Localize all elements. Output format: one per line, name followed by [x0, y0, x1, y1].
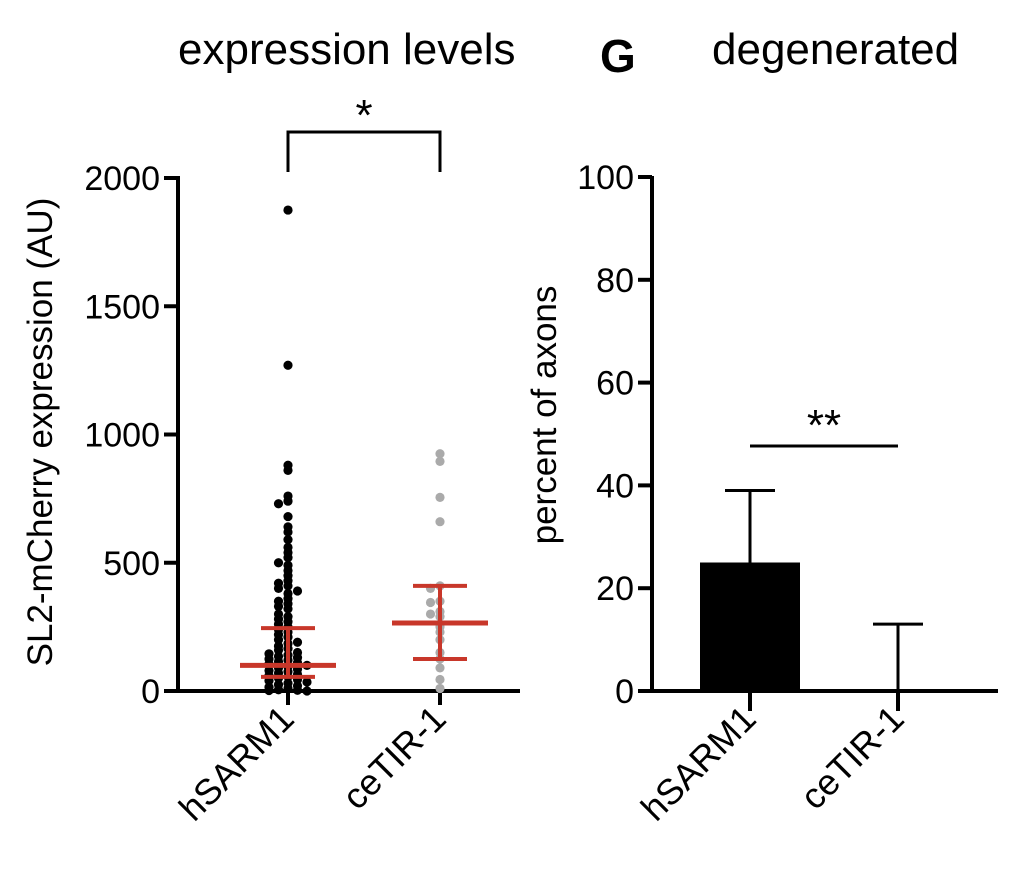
- chart2-y-tick-label: 60: [596, 365, 634, 403]
- chart2-category-label: ceTIR-1: [792, 698, 912, 818]
- chart1-data-point: [435, 456, 445, 467]
- degenerated-chart: percent of axons 0 20 40 60 80 100 hSARM1 ceTI…: [525, 159, 998, 829]
- chart1-data-point: [292, 685, 303, 695]
- chart1-data-point: [425, 597, 436, 608]
- chart2-y-axis-label: percent of axons: [525, 286, 564, 545]
- chart1-data-point: [273, 685, 284, 695]
- chart1-data-point: [435, 663, 445, 673]
- chart1-y-tick-label: 2000: [84, 160, 160, 198]
- chart1-data-point: [292, 637, 303, 647]
- chart1-data-point: [283, 360, 293, 370]
- chart1-title: expression levels: [178, 25, 516, 74]
- chart1-data-point: [292, 586, 303, 596]
- chart1-data-point: [283, 553, 293, 563]
- chart1-y-tick-label: 0: [141, 673, 160, 711]
- chart2-title: degenerated: [712, 25, 959, 74]
- chart1-category-label: hSARM1: [171, 698, 302, 829]
- chart1-data-point: [283, 465, 293, 476]
- chart1-data-point: [273, 499, 284, 509]
- chart1-data-point: [264, 685, 274, 696]
- chart1-y-tick-label: 1000: [84, 417, 160, 455]
- chart1-data-point: [273, 601, 284, 611]
- expression-chart: SL2-mCherry expression (AU) 0 500 1000 1500…: [21, 91, 520, 829]
- chart1-y-tick-label: 1500: [84, 288, 160, 326]
- chart1-data-point: [302, 686, 312, 696]
- chart1-data-point: [425, 609, 436, 619]
- chart1-data-point: [283, 535, 293, 545]
- chart1-data-point: [435, 449, 445, 459]
- chart1-data-point: [273, 645, 284, 655]
- chart1-significance-label: *: [355, 91, 372, 140]
- chart2-y-tick-label: 20: [596, 570, 634, 608]
- chart1-data-point: [435, 674, 445, 685]
- chart1-data-point: [283, 205, 293, 215]
- chart1-data-point: [435, 683, 445, 694]
- chart1-data-point: [273, 583, 284, 594]
- chart1-data-point: [302, 677, 312, 687]
- chart2-y-tick-label: 0: [615, 673, 634, 711]
- chart2-y-tick-label: 40: [596, 467, 634, 505]
- chart1-data-point: [273, 635, 284, 645]
- chart1-data-point: [283, 683, 293, 694]
- chart1-data-point: [283, 511, 293, 522]
- chart1-data-point: [273, 558, 284, 568]
- chart2-y-tick-label: 100: [577, 159, 634, 197]
- chart1-category-label: ceTIR-1: [334, 698, 454, 818]
- chart1-data-point: [435, 517, 445, 527]
- chart1-data-point: [283, 604, 293, 614]
- panel-letter: G: [600, 30, 636, 82]
- chart2-category-label: hSARM1: [633, 698, 764, 829]
- chart1-y-axis-label: SL2-mCherry expression (AU): [21, 198, 60, 667]
- chart2-significance-label: **: [807, 401, 841, 450]
- chart2-y-tick-label: 80: [596, 262, 634, 300]
- chart1-data-point: [283, 581, 293, 591]
- chart1-y-tick-label: 500: [103, 545, 160, 583]
- chart1-significance-bracket: [286, 130, 442, 172]
- chart1-data-point: [283, 527, 293, 537]
- chart2-bar: [700, 562, 800, 691]
- chart1-data-point: [435, 492, 445, 502]
- chart1-data-point: [283, 496, 293, 506]
